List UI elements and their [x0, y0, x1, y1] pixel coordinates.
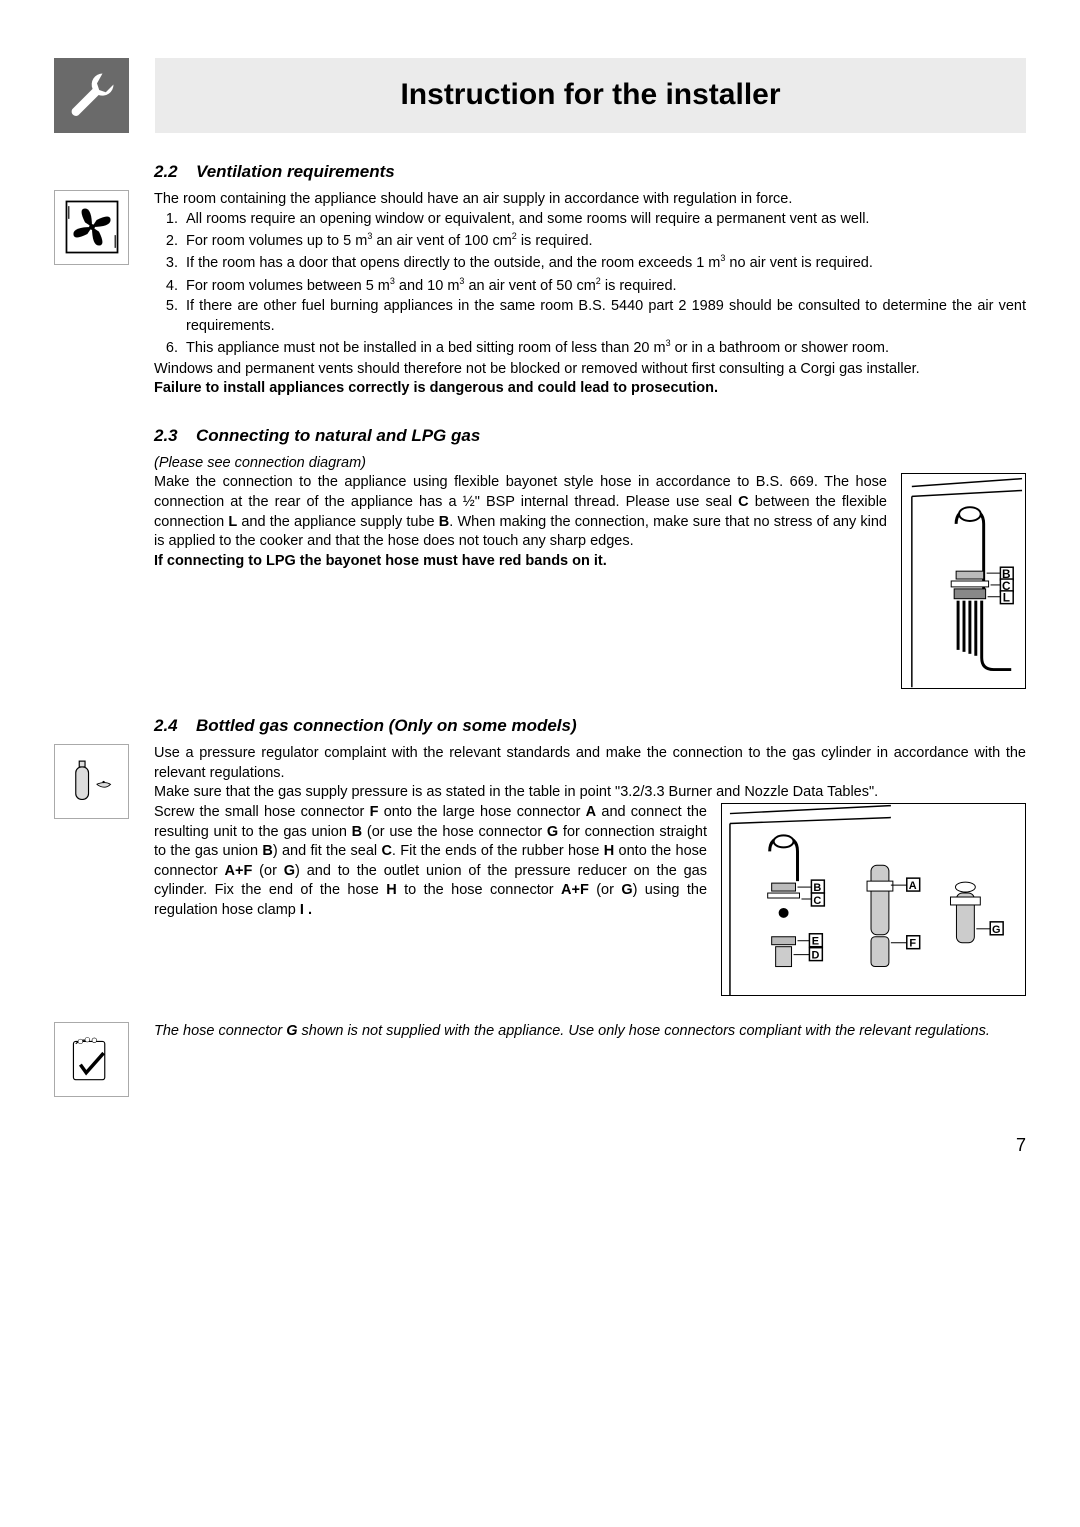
- svg-text:L: L: [1003, 591, 1010, 605]
- para-2-3: Make the connection to the appliance usi…: [154, 473, 1026, 551]
- heading-2-4: 2.4Bottled gas connection (Only on some …: [154, 715, 1026, 738]
- fan-icon: [54, 190, 129, 265]
- svg-text:D: D: [811, 950, 819, 962]
- checklist-icon: [54, 1022, 129, 1097]
- section-2-4: 2.4Bottled gas connection (Only on some …: [54, 715, 1026, 996]
- para-2-4-b: Make sure that the gas supply pressure i…: [154, 783, 1026, 803]
- svg-text:A: A: [909, 880, 917, 892]
- svg-text:G: G: [992, 924, 1000, 936]
- svg-text:B: B: [813, 882, 821, 894]
- list-item: For room volumes up to 5 m3 an air vent …: [182, 230, 1026, 251]
- page-title: Instruction for the installer: [400, 75, 780, 116]
- note-block: The hose connector G shown is not suppli…: [54, 1022, 1026, 1097]
- svg-text:F: F: [909, 938, 916, 950]
- svg-text:C: C: [813, 895, 821, 907]
- para-2-4-a: Use a pressure regulator complaint with …: [154, 744, 1026, 783]
- connection-diagram-multi: B C E D A F G: [721, 803, 1026, 996]
- section-2-3: 2.3Connecting to natural and LPG gas (Pl…: [54, 425, 1026, 690]
- title-bar: Instruction for the installer: [155, 58, 1026, 133]
- connection-diagram-bcl: B C L: [901, 473, 1026, 689]
- section-2-2: 2.2Ventilation requirements The room con…: [54, 161, 1026, 399]
- list-item: All rooms require an opening window or e…: [182, 210, 1026, 230]
- body-2-3: (Please see connection diagram) B C L Ma: [154, 454, 1026, 571]
- list-item: If the room has a door that opens direct…: [182, 252, 1026, 273]
- list-item: For room volumes between 5 m3 and 10 m3 …: [182, 275, 1026, 296]
- subheading-2-3: (Please see connection diagram): [154, 454, 1026, 474]
- list-2-2: All rooms require an opening window or e…: [154, 210, 1026, 359]
- body-2-4: Use a pressure regulator complaint with …: [154, 744, 1026, 920]
- warning-text: Failure to install appliances correctly …: [154, 379, 1026, 399]
- cylinder-icon: [54, 744, 129, 819]
- intro-2-2: The room containing the appliance should…: [154, 190, 1026, 210]
- list-item: If there are other fuel burning applianc…: [182, 297, 1026, 336]
- page-header: Instruction for the installer: [54, 58, 1026, 133]
- svg-text:E: E: [812, 936, 819, 948]
- note-body: The hose connector G shown is not suppli…: [154, 1022, 1026, 1042]
- wrench-icon: [54, 58, 129, 133]
- lpg-warning: If connecting to LPG the bayonet hose mu…: [154, 552, 1026, 572]
- list-item: This appliance must not be installed in …: [182, 337, 1026, 358]
- page-number: 7: [54, 1133, 1026, 1157]
- heading-2-2: 2.2Ventilation requirements: [154, 161, 1026, 184]
- closing-text: Windows and permanent vents should there…: [154, 360, 1026, 380]
- heading-2-3: 2.3Connecting to natural and LPG gas: [154, 425, 1026, 448]
- note-text: The hose connector G shown is not suppli…: [154, 1022, 1026, 1042]
- body-2-2: The room containing the appliance should…: [154, 190, 1026, 399]
